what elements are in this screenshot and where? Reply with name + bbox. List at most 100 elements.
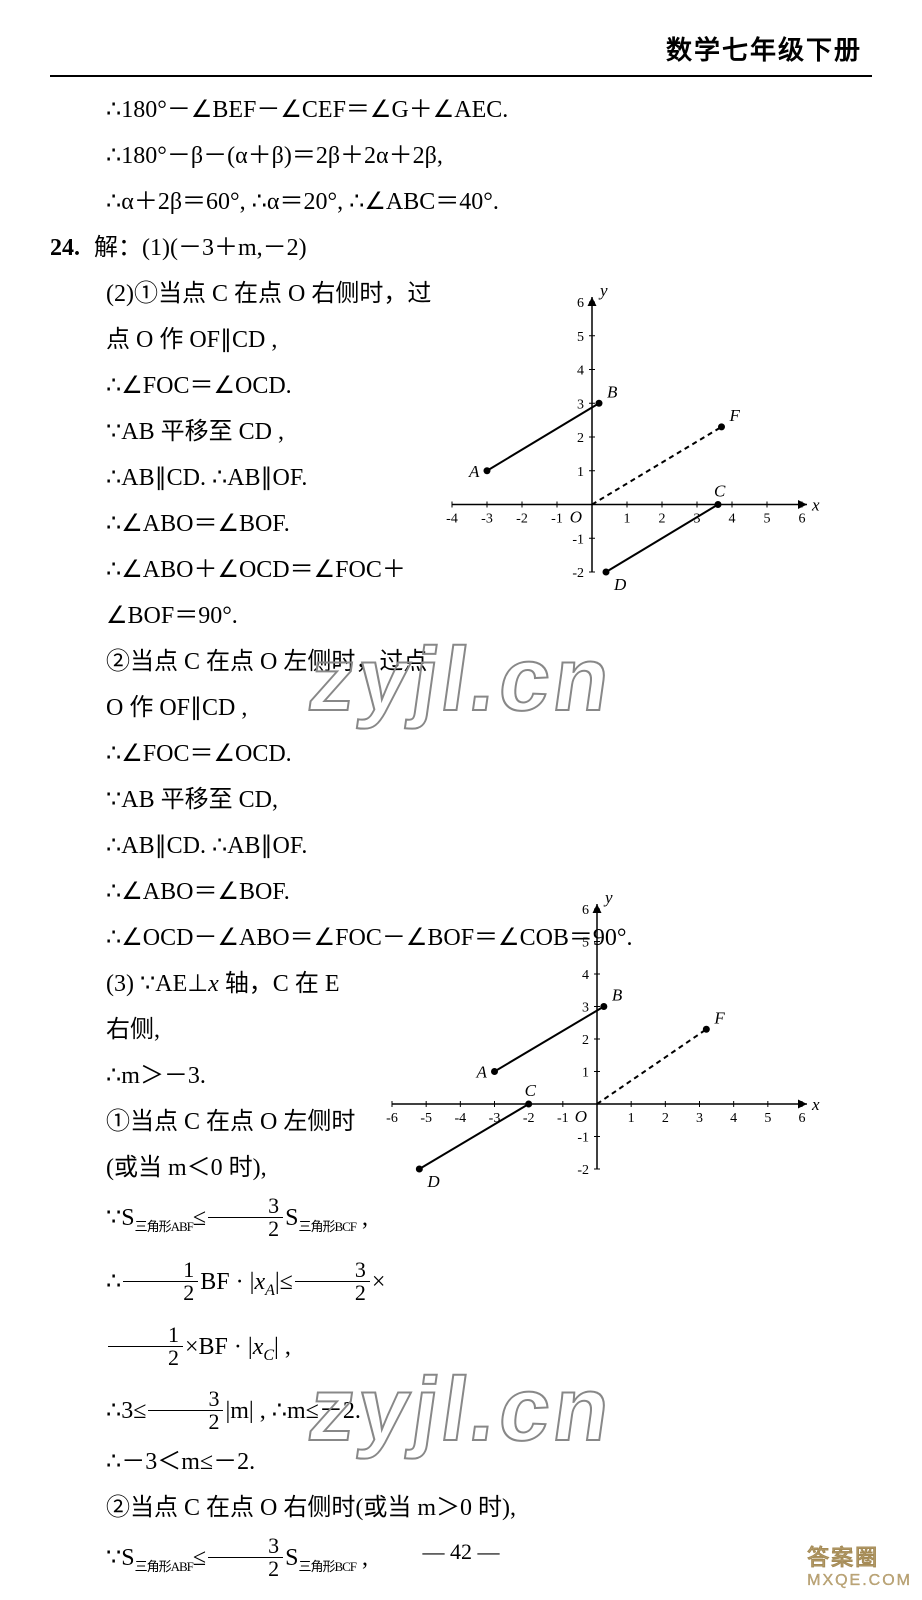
svg-text:-4: -4 [446,512,458,527]
text: ∴3≤ [106,1398,146,1424]
text: (3) ∵AE⊥ [106,971,208,997]
svg-text:6: 6 [799,512,806,527]
svg-text:-6: -6 [386,1111,398,1126]
text: S [285,1205,298,1231]
text-line: ∴α＋2β＝60°, ∴α＝20°, ∴∠ABC＝40°. [50,179,872,225]
text: ∵S [106,1205,135,1231]
svg-text:1: 1 [628,1111,635,1126]
svg-text:3: 3 [582,1001,589,1016]
content-body: ∴180°－∠BEF－∠CEF＝∠G＋∠AEC. ∴180°－β－(α＋β)＝2… [50,77,872,1594]
text: 轴，C 在 E [219,971,340,997]
text: ≤ [193,1205,206,1231]
text-line: ∴－3＜m≤－2. [50,1439,872,1485]
svg-text:B: B [612,986,623,1005]
fraction-3-2: 32 [295,1259,370,1304]
text: x [208,971,219,997]
svg-text:F: F [713,1008,725,1027]
text: , [356,1205,368,1231]
text: | , [274,1334,291,1360]
text: A [265,1282,275,1299]
text-line: ∵AB 平移至 CD, [50,777,872,823]
svg-text:2: 2 [582,1033,589,1048]
svg-text:4: 4 [577,364,584,379]
text-line: ∴∠FOC＝∠OCD. [50,731,872,777]
svg-text:-5: -5 [420,1111,432,1126]
svg-text:-2: -2 [572,566,584,581]
text-line: ∴180°－β－(α＋β)＝2β＋2α＋2β, [50,133,872,179]
svg-text:A: A [476,1063,488,1082]
text: x [253,1334,264,1360]
text: BF · | [200,1269,254,1295]
svg-text:-3: -3 [481,512,493,527]
svg-text:D: D [613,575,627,592]
svg-text:C: C [714,482,726,501]
text-line: ∴180°－∠BEF－∠CEF＝∠G＋∠AEC. [50,87,872,133]
svg-text:-2: -2 [577,1163,589,1178]
svg-text:y: y [603,889,613,907]
svg-text:1: 1 [577,465,584,480]
svg-text:-1: -1 [557,1111,569,1126]
svg-text:D: D [426,1172,440,1189]
svg-text:2: 2 [659,512,666,527]
svg-text:6: 6 [577,296,584,311]
page: 数学七年级下册 ∴180°－∠BEF－∠CEF＝∠G＋∠AEC. ∴180°－β… [0,0,922,1600]
svg-text:2: 2 [662,1111,669,1126]
text-line: ②当点 C 在点 O 左侧时，过点 [50,639,872,685]
text: 三角形BCF [298,1219,356,1234]
svg-text:4: 4 [730,1111,737,1126]
page-title: 数学七年级下册 [50,30,872,77]
svg-text:-4: -4 [454,1111,466,1126]
text: x [254,1269,265,1295]
text-line: ∵S三角形ABF≤32S三角形BCF , [50,1191,872,1254]
svg-text:x: x [811,496,820,515]
text-line: O 作 OF∥CD , [50,685,872,731]
fraction-1-2: 12 [123,1259,198,1304]
fraction-3-2: 32 [208,1195,283,1240]
svg-text:1: 1 [624,512,631,527]
svg-text:y: y [598,282,608,300]
text-line: ∴3≤32|m| , ∴m≤－2. [50,1383,872,1439]
logo-line: MXQE.COM [807,1572,912,1590]
svg-text:O: O [570,508,582,527]
svg-text:-2: -2 [523,1111,535,1126]
svg-text:-2: -2 [516,512,528,527]
svg-text:x: x [811,1095,820,1114]
text: ×BF · | [185,1334,253,1360]
page-footer: — 42 — [0,1539,922,1565]
svg-text:5: 5 [764,1111,771,1126]
text: 三角形ABF [135,1219,193,1234]
text: × [372,1269,386,1295]
svg-text:4: 4 [582,968,589,983]
logo-badge: 答案圈 MXQE.COM [807,1540,912,1590]
text-line: ∠BOF＝90°. [50,593,872,639]
svg-text:2: 2 [577,431,584,446]
svg-text:C: C [525,1081,537,1100]
svg-text:-1: -1 [572,532,584,547]
svg-text:3: 3 [577,397,584,412]
text: 解：(1)(－3＋m,－2) [94,235,307,261]
text: |≤ [275,1269,293,1295]
text: C [263,1346,274,1363]
svg-text:4: 4 [729,512,736,527]
svg-text:5: 5 [577,330,584,345]
svg-text:O: O [575,1107,587,1126]
logo-line: 答案圈 [807,1540,912,1572]
svg-text:-1: -1 [551,512,563,527]
text-line: ∴12BF · |xA|≤32× [50,1254,872,1319]
text-line: 12×BF · |xC| , [50,1319,872,1384]
svg-text:5: 5 [764,512,771,527]
svg-text:5: 5 [582,936,589,951]
svg-text:3: 3 [696,1111,703,1126]
graph-1: -4-3-2-1123456-2-1123456OxyABCDF [442,282,822,592]
svg-text:1: 1 [582,1066,589,1081]
problem-number: 24. [50,225,94,271]
svg-text:6: 6 [582,903,589,918]
svg-text:6: 6 [799,1111,806,1126]
svg-text:A: A [468,462,480,481]
svg-text:F: F [729,406,741,425]
text-line: ②当点 C 在点 O 右侧时(或当 m＞0 时), [50,1485,872,1531]
fraction-3-2: 32 [148,1388,223,1433]
fraction-1-2: 12 [108,1324,183,1369]
text-line: 24.解：(1)(－3＋m,－2) [50,225,872,271]
svg-text:B: B [607,382,618,401]
